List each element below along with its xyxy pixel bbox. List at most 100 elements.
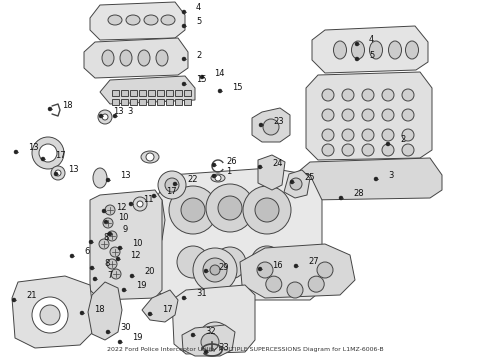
Ellipse shape <box>211 174 225 182</box>
Bar <box>121 99 128 105</box>
Text: 1: 1 <box>226 167 231 176</box>
Circle shape <box>118 246 122 250</box>
Circle shape <box>55 170 61 176</box>
Circle shape <box>146 153 154 161</box>
Circle shape <box>130 274 134 278</box>
Ellipse shape <box>406 41 418 59</box>
Circle shape <box>215 175 221 181</box>
Circle shape <box>169 186 217 234</box>
Polygon shape <box>155 168 322 300</box>
Circle shape <box>182 296 186 300</box>
Polygon shape <box>306 72 432 160</box>
Ellipse shape <box>156 50 168 66</box>
Circle shape <box>129 202 133 206</box>
Circle shape <box>93 277 97 281</box>
Circle shape <box>182 10 186 14</box>
Ellipse shape <box>389 41 401 59</box>
Text: 3: 3 <box>127 108 132 117</box>
Text: 28: 28 <box>353 189 364 198</box>
Ellipse shape <box>138 50 150 66</box>
Circle shape <box>266 276 282 292</box>
Text: 30: 30 <box>120 324 131 333</box>
Circle shape <box>402 144 414 156</box>
Circle shape <box>355 42 359 46</box>
Bar <box>130 99 137 105</box>
Circle shape <box>362 89 374 101</box>
Bar <box>112 99 119 105</box>
Ellipse shape <box>126 15 140 25</box>
Text: 2: 2 <box>400 135 405 144</box>
Text: 31: 31 <box>196 289 207 298</box>
Text: 13: 13 <box>113 108 123 117</box>
Polygon shape <box>298 158 442 200</box>
Circle shape <box>32 297 68 333</box>
Polygon shape <box>312 26 428 73</box>
Circle shape <box>54 172 58 176</box>
Circle shape <box>382 109 394 121</box>
Circle shape <box>90 266 94 270</box>
Circle shape <box>182 57 186 61</box>
Circle shape <box>322 89 334 101</box>
Text: 18: 18 <box>94 305 105 314</box>
Text: 17: 17 <box>55 150 66 159</box>
Circle shape <box>382 129 394 141</box>
Circle shape <box>214 247 246 279</box>
Text: 5: 5 <box>196 18 201 27</box>
Circle shape <box>203 258 227 282</box>
Polygon shape <box>88 282 122 340</box>
Circle shape <box>193 248 237 292</box>
Circle shape <box>362 129 374 141</box>
Circle shape <box>165 178 179 192</box>
Text: 13: 13 <box>120 171 131 180</box>
Text: 4: 4 <box>369 36 374 45</box>
Circle shape <box>116 257 120 261</box>
Ellipse shape <box>161 15 175 25</box>
Polygon shape <box>240 244 355 298</box>
Text: 14: 14 <box>214 68 224 77</box>
Circle shape <box>342 89 354 101</box>
Polygon shape <box>284 170 310 198</box>
Circle shape <box>48 107 52 111</box>
Circle shape <box>342 144 354 156</box>
Bar <box>130 90 137 96</box>
Circle shape <box>158 171 186 199</box>
Circle shape <box>108 232 112 236</box>
Text: 3: 3 <box>388 171 393 180</box>
Bar <box>175 99 182 105</box>
Ellipse shape <box>93 168 107 188</box>
Text: 17: 17 <box>166 188 176 197</box>
Circle shape <box>251 246 283 278</box>
Circle shape <box>290 178 302 190</box>
Circle shape <box>362 144 374 156</box>
Circle shape <box>148 312 152 316</box>
Text: 16: 16 <box>272 261 283 270</box>
Circle shape <box>98 110 112 124</box>
Bar <box>148 90 155 96</box>
Bar <box>148 99 155 105</box>
Text: 9: 9 <box>122 225 127 234</box>
Polygon shape <box>142 290 178 322</box>
Bar <box>157 99 164 105</box>
Circle shape <box>122 288 126 292</box>
Polygon shape <box>252 108 290 142</box>
Polygon shape <box>258 155 285 190</box>
Circle shape <box>317 262 333 278</box>
Circle shape <box>212 163 216 167</box>
Text: 8: 8 <box>103 234 108 243</box>
Circle shape <box>308 276 324 292</box>
Circle shape <box>110 247 120 257</box>
Circle shape <box>201 333 219 351</box>
Circle shape <box>402 109 414 121</box>
Text: 25: 25 <box>304 174 315 183</box>
Circle shape <box>290 180 294 184</box>
Circle shape <box>199 322 231 354</box>
Text: 11: 11 <box>143 195 153 204</box>
Circle shape <box>258 267 262 271</box>
Bar <box>166 99 173 105</box>
Text: 26: 26 <box>226 157 237 166</box>
Circle shape <box>402 89 414 101</box>
Text: 8: 8 <box>104 260 109 269</box>
Text: 10: 10 <box>118 213 128 222</box>
Circle shape <box>106 330 110 334</box>
Text: 7: 7 <box>107 270 112 279</box>
